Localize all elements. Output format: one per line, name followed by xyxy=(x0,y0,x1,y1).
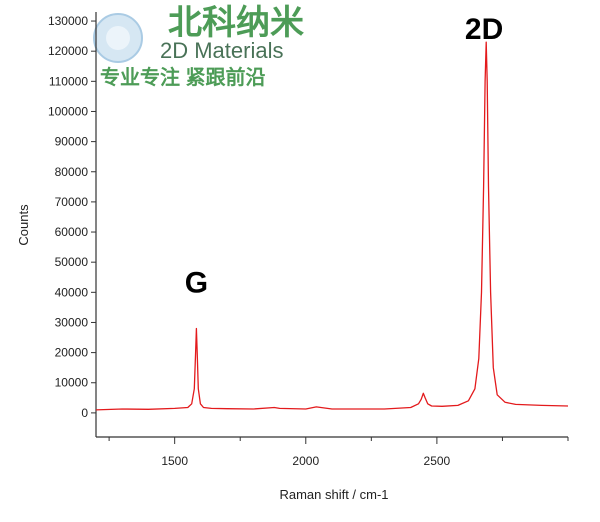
x-tick-label: 2500 xyxy=(424,454,451,468)
y-tick-label: 80000 xyxy=(55,165,89,179)
annotations: G 2D xyxy=(185,13,504,299)
raman-spectrum-line xyxy=(95,41,569,411)
y-tick-label: 0 xyxy=(81,406,88,420)
x-tick-label: 1500 xyxy=(161,454,188,468)
y-tick-label: 90000 xyxy=(55,135,89,149)
watermark-slogan: 专业专注 紧跟前沿 xyxy=(100,65,266,89)
watermark-english-name: 2D Materials xyxy=(160,38,283,63)
y-tick-label: 60000 xyxy=(55,225,89,239)
peak-label-g: G xyxy=(185,266,208,299)
y-axis-title: Counts xyxy=(16,204,31,246)
y-tick-label: 100000 xyxy=(48,104,88,118)
y-tick-label: 70000 xyxy=(55,195,89,209)
y-tick-label: 110000 xyxy=(49,74,88,88)
y-tick-label: 30000 xyxy=(55,315,89,329)
watermark-chinese-name: 北科纳米 xyxy=(168,4,304,42)
ticks: 0 10000 20000 30000 40000 50000 60000 70000 8000… xyxy=(48,14,569,468)
watermark: 北科纳米 2D Materials 专业专注 紧跟前沿 xyxy=(93,4,304,89)
y-tick-label: 10000 xyxy=(55,376,89,390)
y-tick-label: 130000 xyxy=(48,14,88,28)
x-axis-title: Raman shift / cm-1 xyxy=(279,487,388,502)
series-layer xyxy=(95,41,569,411)
y-tick-label: 120000 xyxy=(48,44,88,58)
y-tick-label: 50000 xyxy=(55,255,89,269)
peak-label-2d: 2D xyxy=(465,13,503,46)
y-tick-label: 20000 xyxy=(55,346,89,360)
y-tick-label: 40000 xyxy=(55,285,89,299)
x-tick-label: 2000 xyxy=(292,454,319,468)
watermark-logo-icon xyxy=(93,13,143,63)
